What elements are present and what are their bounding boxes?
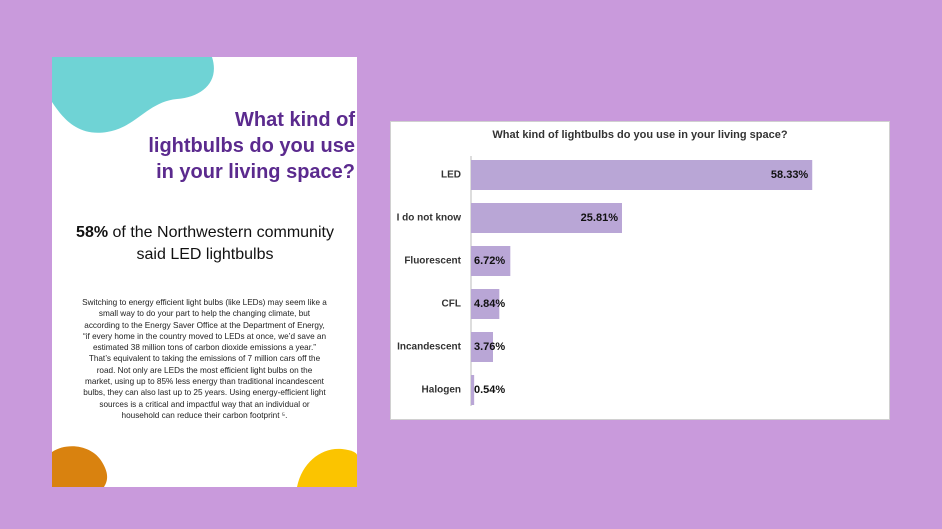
bar (471, 246, 511, 276)
category-label: Fluorescent (404, 256, 461, 267)
headline-text: of the Northwestern community said LED l… (112, 224, 334, 263)
category-label: I do not know (397, 213, 462, 224)
bar (471, 203, 622, 233)
category-label: Halogen (422, 385, 461, 396)
value-label: 58.33% (771, 169, 809, 181)
decoration (52, 57, 357, 487)
value-label: 6.72% (474, 255, 505, 267)
category-label: LED (441, 170, 461, 181)
bar (471, 375, 475, 405)
card-title: What kind of lightbulbs do you use in yo… (148, 109, 355, 183)
info-card: What kind of lightbulbs do you use in yo… (52, 57, 357, 487)
value-label: 0.54% (474, 384, 505, 396)
body-text: Switching to energy efficient light bulb… (82, 298, 327, 420)
headline: 58% of the Northwestern community said L… (70, 222, 340, 266)
category-label: CFL (442, 299, 461, 310)
value-label: 3.76% (474, 341, 505, 353)
category-label: Incandescent (397, 342, 462, 353)
chart-title: What kind of lightbulbs do you use in yo… (492, 129, 787, 141)
value-label: 4.84% (474, 298, 505, 310)
bar (471, 160, 813, 190)
bar (471, 289, 500, 319)
value-label: 25.81% (581, 212, 619, 224)
chart: What kind of lightbulbs do you use in yo… (390, 121, 890, 420)
highlight: 58% (76, 224, 109, 241)
bar (471, 332, 493, 362)
